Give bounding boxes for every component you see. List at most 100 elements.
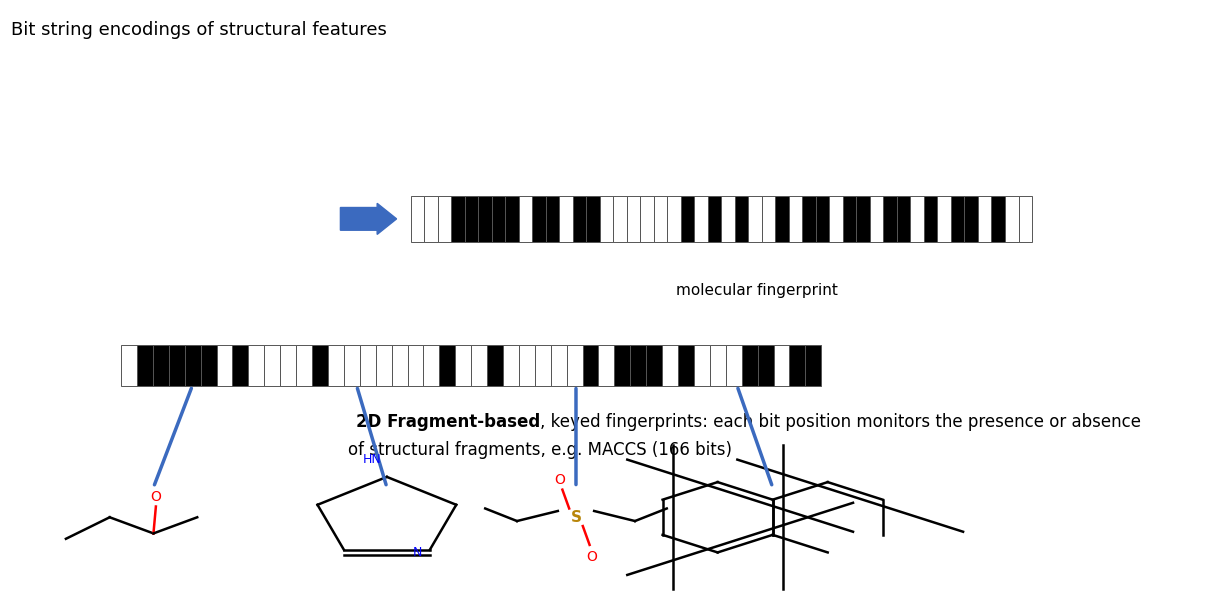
Bar [492,196,505,242]
Bar [965,196,978,242]
Bar [789,196,802,242]
Bar [583,345,599,386]
Bar [640,196,653,242]
Bar [464,196,479,242]
Bar [503,345,519,386]
Bar [559,196,573,242]
Bar [710,345,726,386]
Bar [532,196,545,242]
Bar [545,196,559,242]
Bar [924,196,937,242]
Bar [748,196,762,242]
Bar [438,196,451,242]
Bar [217,345,233,386]
Bar [773,345,789,386]
Bar [567,345,583,386]
Bar [451,196,464,242]
Text: , keyed fingerprints: each bit position monitors the presence or absence: , keyed fingerprints: each bit position … [541,413,1142,431]
Bar [121,345,137,386]
Text: S: S [571,509,582,525]
Bar [614,345,630,386]
Bar [789,345,806,386]
Bar [991,196,1005,242]
Bar [910,196,924,242]
Bar [829,196,842,242]
Bar [630,345,646,386]
Bar [550,345,567,386]
Bar [734,196,748,242]
Bar [587,196,600,242]
Bar [599,345,614,386]
Bar [233,345,248,386]
Bar [653,196,668,242]
Bar [816,196,829,242]
Bar [487,345,503,386]
Bar [613,196,627,242]
Bar [726,345,742,386]
Bar [137,345,153,386]
Bar [376,345,391,386]
Text: O: O [587,550,598,564]
Bar [842,196,857,242]
Bar [573,196,587,242]
Bar [456,345,471,386]
Bar [978,196,991,242]
Bar [423,345,439,386]
Bar [776,196,789,242]
Bar [646,345,662,386]
Bar [296,345,311,386]
Bar [721,196,734,242]
Bar [694,345,710,386]
Bar [681,196,694,242]
Text: N: N [412,547,422,559]
Bar [678,345,694,386]
Bar [344,345,360,386]
Bar [391,345,407,386]
Bar [802,196,816,242]
Bar [951,196,965,242]
Bar [328,345,344,386]
Text: O: O [555,473,566,487]
Bar [742,345,758,386]
Bar [806,345,822,386]
Bar [662,345,678,386]
Bar [884,196,897,242]
Bar [762,196,776,242]
Bar [897,196,910,242]
Bar [505,196,519,242]
Bar [708,196,721,242]
Bar [248,345,264,386]
Bar [411,196,424,242]
Bar [280,345,296,386]
Bar [857,196,870,242]
Text: O: O [150,490,161,504]
FancyArrow shape [341,203,396,234]
Bar [311,345,328,386]
Text: HN: HN [362,453,382,466]
Bar [758,345,773,386]
Bar [479,196,492,242]
Text: Bit string encodings of structural features: Bit string encodings of structural featu… [11,21,387,39]
Bar [668,196,681,242]
Bar [1018,196,1033,242]
Text: molecular fingerprint: molecular fingerprint [675,282,837,298]
Bar [600,196,613,242]
Text: 2D Fragment-based: 2D Fragment-based [356,413,541,431]
Bar [627,196,640,242]
Bar [153,345,168,386]
Text: of structural fragments, e.g. MACCS (166 bits): of structural fragments, e.g. MACCS (166… [348,441,732,459]
Bar [870,196,884,242]
Bar [519,345,534,386]
Bar [471,345,487,386]
Bar [534,345,550,386]
Bar [407,345,423,386]
Bar [424,196,438,242]
Bar [360,345,376,386]
Bar [168,345,184,386]
Bar [201,345,217,386]
Bar [1005,196,1018,242]
Bar [264,345,280,386]
Bar [937,196,951,242]
Bar [694,196,708,242]
Bar [439,345,456,386]
